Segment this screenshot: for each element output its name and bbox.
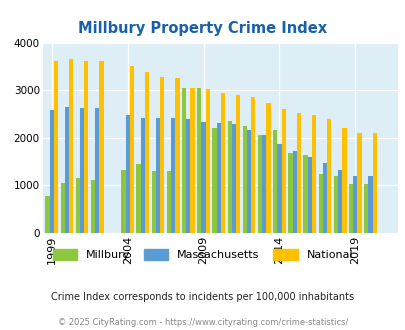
Bar	[160, 77, 164, 233]
Bar	[273, 130, 277, 233]
Bar	[84, 61, 88, 233]
Bar	[257, 135, 262, 233]
Bar	[60, 183, 65, 233]
Bar	[205, 89, 209, 233]
Bar	[212, 128, 216, 233]
Bar	[69, 59, 73, 233]
Bar	[136, 164, 141, 233]
Bar	[197, 88, 201, 233]
Bar	[352, 176, 357, 233]
Text: Millbury Property Crime Index: Millbury Property Crime Index	[78, 21, 327, 36]
Bar	[307, 157, 311, 233]
Bar	[216, 123, 220, 233]
Bar	[186, 119, 190, 233]
Bar	[125, 115, 130, 233]
Bar	[242, 126, 246, 233]
Bar	[130, 66, 134, 233]
Bar	[65, 108, 69, 233]
Bar	[341, 128, 346, 233]
Bar	[292, 151, 296, 233]
Legend: Millbury, Massachusetts, National: Millbury, Massachusetts, National	[53, 249, 352, 260]
Bar	[121, 170, 125, 233]
Bar	[95, 108, 99, 233]
Bar	[357, 133, 361, 233]
Bar	[311, 115, 315, 233]
Bar	[277, 145, 281, 233]
Bar	[171, 118, 175, 233]
Bar	[190, 88, 194, 233]
Bar	[251, 96, 255, 233]
Bar	[303, 155, 307, 233]
Bar	[266, 103, 270, 233]
Bar	[231, 124, 235, 233]
Bar	[235, 95, 240, 233]
Bar	[326, 119, 330, 233]
Bar	[201, 122, 205, 233]
Text: © 2025 CityRating.com - https://www.cityrating.com/crime-statistics/: © 2025 CityRating.com - https://www.city…	[58, 318, 347, 327]
Bar	[372, 133, 376, 233]
Bar	[156, 118, 160, 233]
Bar	[333, 176, 337, 233]
Bar	[141, 118, 145, 233]
Bar	[227, 121, 231, 233]
Bar	[99, 61, 103, 233]
Bar	[363, 184, 367, 233]
Bar	[181, 88, 186, 233]
Bar	[322, 163, 326, 233]
Bar	[45, 196, 49, 233]
Bar	[145, 72, 149, 233]
Bar	[348, 184, 352, 233]
Bar	[49, 110, 54, 233]
Bar	[91, 180, 95, 233]
Bar	[318, 174, 322, 233]
Bar	[220, 93, 224, 233]
Text: Crime Index corresponds to incidents per 100,000 inhabitants: Crime Index corresponds to incidents per…	[51, 292, 354, 302]
Bar	[288, 153, 292, 233]
Bar	[76, 178, 80, 233]
Bar	[246, 130, 251, 233]
Bar	[281, 109, 285, 233]
Bar	[151, 171, 156, 233]
Bar	[337, 170, 341, 233]
Bar	[54, 61, 58, 233]
Bar	[166, 171, 171, 233]
Bar	[262, 135, 266, 233]
Bar	[296, 113, 300, 233]
Bar	[367, 176, 372, 233]
Bar	[80, 108, 84, 233]
Bar	[175, 79, 179, 233]
